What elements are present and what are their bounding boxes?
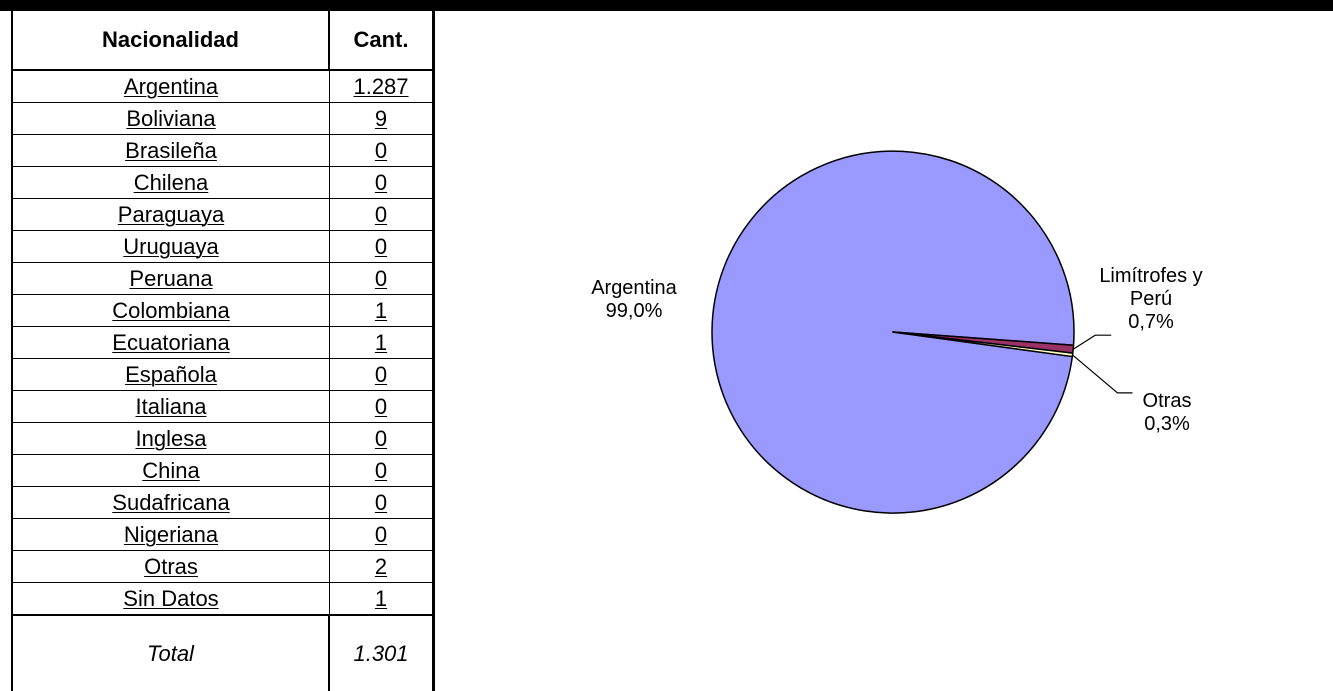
label-otras: Otras 0,3% xyxy=(1143,390,1192,435)
table-row: Ecuatoriana 1 xyxy=(13,327,432,359)
table-row: Española 0 xyxy=(13,359,432,391)
table-row: Uruguaya 0 xyxy=(13,231,432,263)
nationality-cell: Chilena xyxy=(13,167,330,198)
nationality-cell: Argentina xyxy=(13,71,330,102)
count-cell: 0 xyxy=(374,457,388,483)
label-argentina: Argentina 99,0% xyxy=(591,277,677,322)
count-cell: 0 xyxy=(374,521,388,547)
total-row: Total 1.301 xyxy=(13,614,432,691)
count-cell: 0 xyxy=(374,169,388,195)
count-cell: 0 xyxy=(374,489,388,515)
table-row: Otras 2 xyxy=(13,551,432,583)
header-cant: Cant. xyxy=(353,27,409,52)
nationality-cell: Uruguaya xyxy=(13,231,330,262)
nationality-cell: Brasileña xyxy=(13,135,330,166)
nationality-cell: Paraguaya xyxy=(13,199,330,230)
count-cell: 1 xyxy=(374,329,388,355)
header-nacionalidad: Nacionalidad xyxy=(13,11,330,69)
count-cell: 0 xyxy=(374,137,388,163)
count-cell: 0 xyxy=(374,393,388,419)
total-label: Total xyxy=(13,616,330,691)
count-cell: 9 xyxy=(374,105,388,131)
count-cell: 2 xyxy=(374,553,388,579)
leader-otras xyxy=(1072,354,1133,394)
table-row: Chilena 0 xyxy=(13,167,432,199)
count-cell: 0 xyxy=(374,361,388,387)
nationality-cell: Ecuatoriana xyxy=(13,327,330,358)
count-cell: 0 xyxy=(374,233,388,259)
count-cell: 1 xyxy=(374,585,388,611)
count-cell: 1 xyxy=(374,297,388,323)
nationality-table: Nacionalidad Cant. Argentina 1.287 Bolivia… xyxy=(11,11,435,691)
nationality-cell: Sin Datos xyxy=(13,583,330,614)
nationality-cell: Italiana xyxy=(13,391,330,422)
table-row: Inglesa 0 xyxy=(13,423,432,455)
table-row: Argentina 1.287 xyxy=(13,71,432,103)
top-border xyxy=(0,0,1333,11)
total-value: 1.301 xyxy=(353,640,409,666)
table-row: China 0 xyxy=(13,455,432,487)
nationality-cell: Nigeriana xyxy=(13,519,330,550)
table-row: Colombiana 1 xyxy=(13,295,432,327)
nationality-cell: Otras xyxy=(13,551,330,582)
table-row: Italiana 0 xyxy=(13,391,432,423)
count-cell: 0 xyxy=(374,201,388,227)
nationality-cell: Inglesa xyxy=(13,423,330,454)
label-limitrofes-peru: Limítrofes y Perú 0,7% xyxy=(1099,265,1202,333)
nationality-cell: China xyxy=(13,455,330,486)
table-header: Nacionalidad Cant. xyxy=(13,11,432,71)
pie-chart: Argentina 99,0% Limítrofes y Perú 0,7% Otras 0… xyxy=(591,150,1203,514)
table-row: Nigeriana 0 xyxy=(13,519,432,551)
table-row: Sudafricana 0 xyxy=(13,487,432,519)
leader-limitrofes-peru xyxy=(1072,334,1112,350)
nationality-cell: Peruana xyxy=(13,263,330,294)
table-row: Paraguaya 0 xyxy=(13,199,432,231)
table-row: Sin Datos 1 xyxy=(13,583,432,615)
table-row: Boliviana 9 xyxy=(13,103,432,135)
nationality-cell: Colombiana xyxy=(13,295,330,326)
table-row: Brasileña 0 xyxy=(13,135,432,167)
count-cell: 1.287 xyxy=(353,73,409,99)
nationality-cell: Española xyxy=(13,359,330,390)
count-cell: 0 xyxy=(374,265,388,291)
table-row: Peruana 0 xyxy=(13,263,432,295)
count-cell: 0 xyxy=(374,425,388,451)
nationality-cell: Boliviana xyxy=(13,103,330,134)
nationality-cell: Sudafricana xyxy=(13,487,330,518)
